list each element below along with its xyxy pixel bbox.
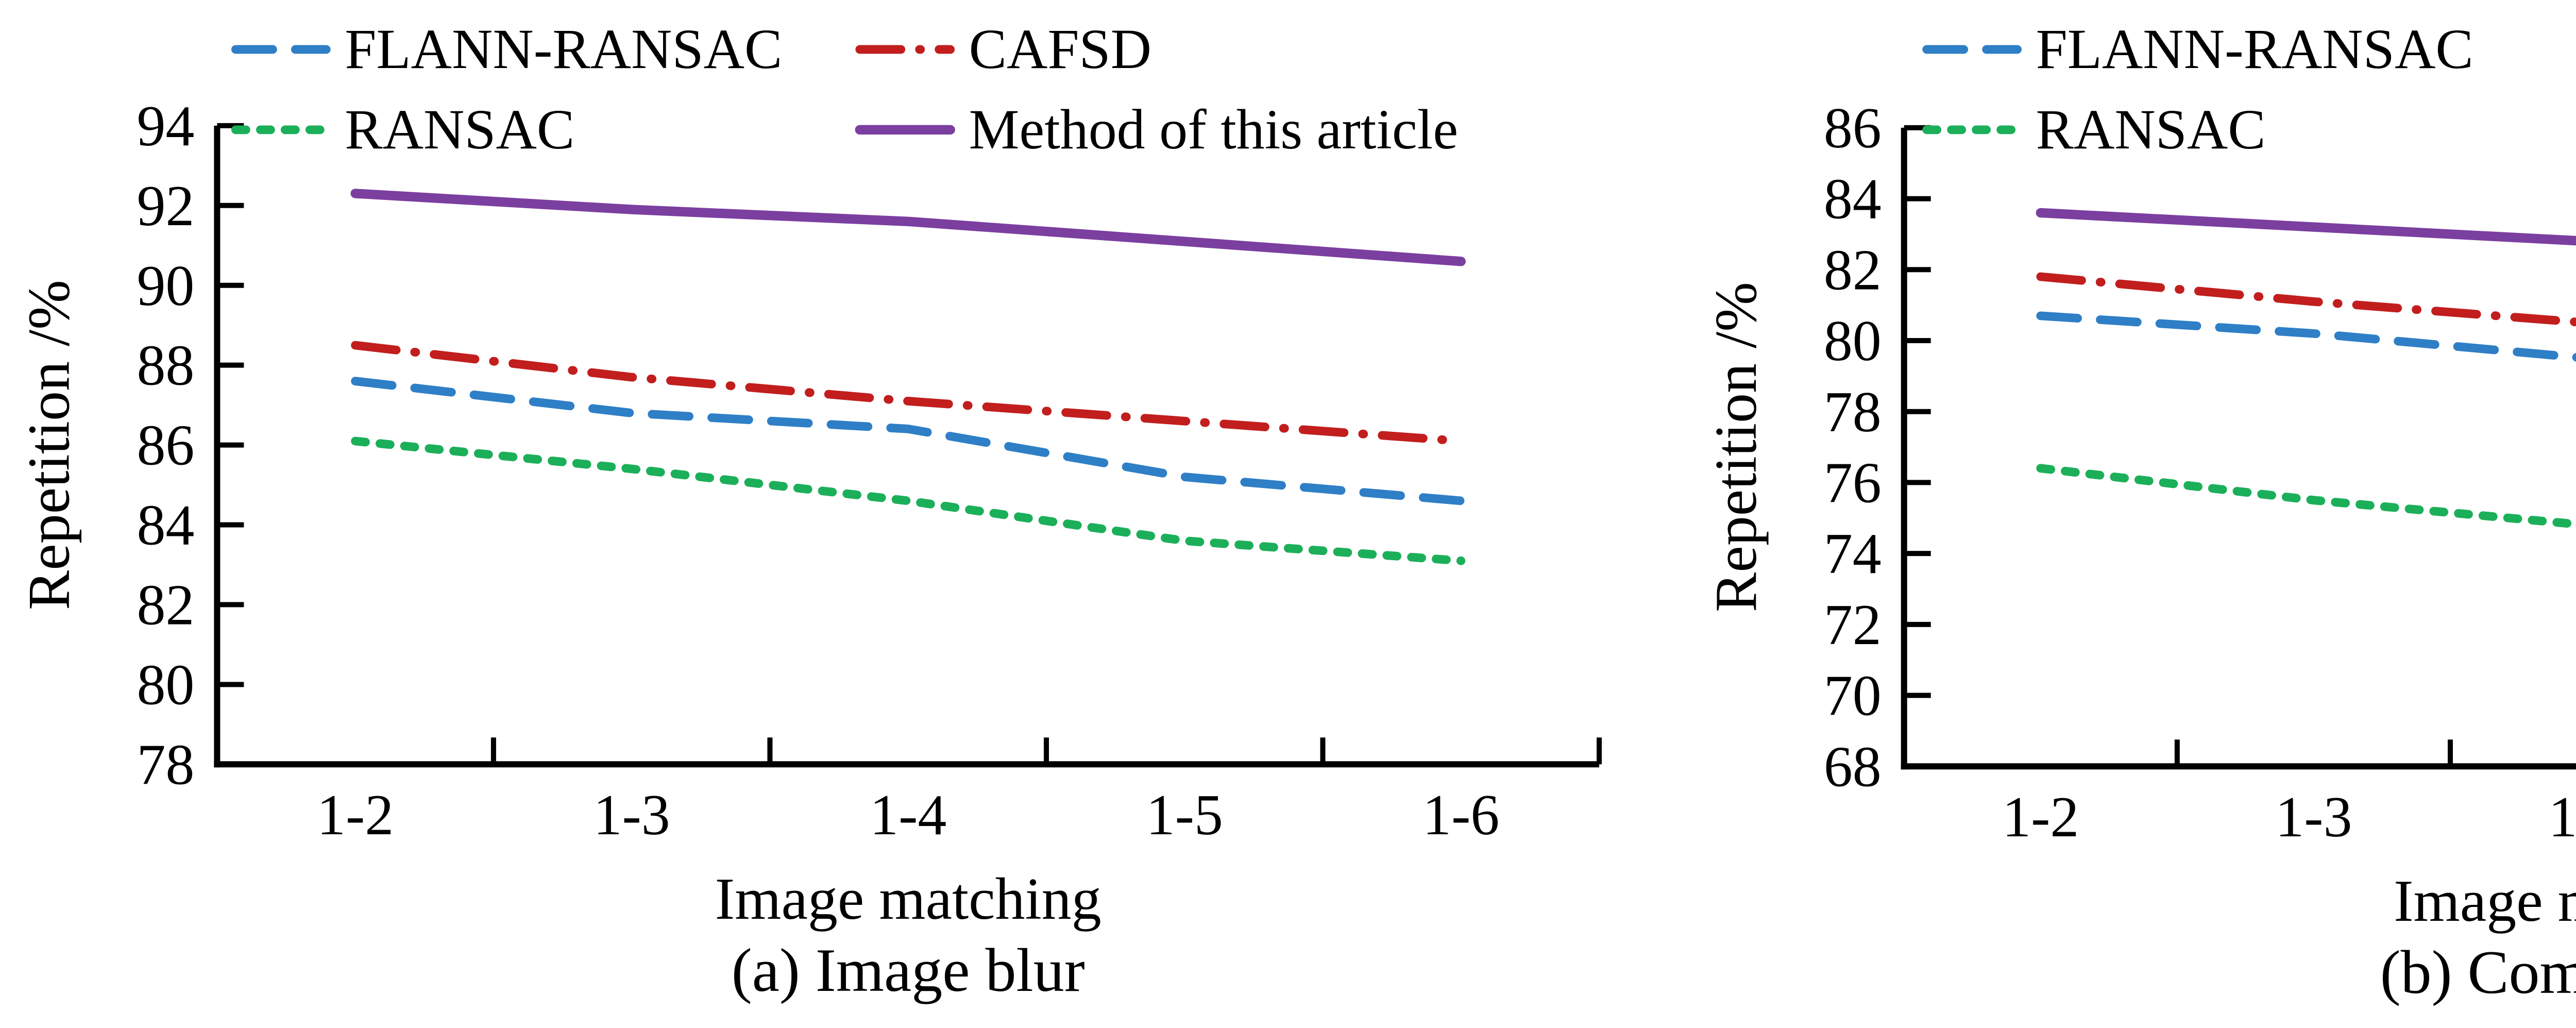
chart-b-x-label-1-4: 1-4 [2548, 785, 2576, 849]
chart-b-y-tick-label-68: 68 [1824, 735, 1882, 799]
chart-a-y-tick-label-82: 82 [137, 573, 194, 637]
chart-b-y-tick-label-82: 82 [1824, 238, 1882, 302]
chart-b-y-tick-label-70: 70 [1824, 664, 1882, 728]
chart-b-y-tick-label-86: 86 [1824, 96, 1882, 160]
chart-b-legend-label-flann-ransac: FLANN-RANSAC [2036, 18, 2473, 80]
chart-a-x-label-1-2: 1-2 [317, 783, 394, 847]
chart-a-legend-label-ransac: RANSAC [345, 98, 574, 161]
chart-a-y-tick-label-78: 78 [137, 733, 194, 797]
chart-a-x-label-1-3: 1-3 [594, 783, 670, 847]
chart-a-ylabel: Repetition /% [16, 280, 82, 610]
chart-a-series-cafsd [351, 341, 1466, 446]
chart-b-x-label-1-3: 1-3 [2275, 785, 2352, 849]
chart-b-series-flann-ransac [2036, 311, 2576, 362]
chart-b-legend-label-ransac: RANSAC [2036, 98, 2266, 161]
chart-a-x-label-1-5: 1-5 [1146, 783, 1223, 847]
chart-b-series-cafsd [2036, 272, 2576, 327]
chart-b-y-tick-label-80: 80 [1824, 309, 1882, 373]
chart-a-y-tick-label-92: 92 [137, 174, 194, 238]
chart-a-x-label-1-6: 1-6 [1422, 783, 1499, 847]
chart-b-y-tick-label-72: 72 [1824, 593, 1882, 657]
chart-b-y-tick-label-74: 74 [1824, 522, 1882, 586]
chart-a-series-ransac [351, 436, 1466, 565]
chart-b-ylabel: Repetition /% [1703, 282, 1769, 612]
chart-b-caption: (b) Compression [2380, 938, 2576, 1006]
chart-a-y-tick-label-86: 86 [137, 414, 194, 478]
chart-a-legend-label-cafsd: CAFSD [969, 18, 1151, 80]
chart-a-x-label-1-4: 1-4 [870, 783, 946, 847]
chart-b-xlabel: Image matching [2394, 868, 2576, 934]
chart-b-series-method-of-this-article [2036, 208, 2576, 246]
chart-a-y-tick-label-94: 94 [137, 94, 194, 158]
chart-a-y-tick-label-90: 90 [137, 254, 194, 318]
chart-a-y-tick-label-88: 88 [137, 334, 194, 398]
chart-b-y-tick-label-78: 78 [1824, 380, 1882, 444]
chart-a-series-flann-ransac [351, 377, 1466, 505]
chart-b-y-tick-label-76: 76 [1824, 451, 1882, 515]
chart-a-series-method-of-this-article [350, 189, 1466, 266]
chart-b-x-label-1-2: 1-2 [2002, 785, 2079, 849]
chart-a-xlabel: Image matching [715, 866, 1101, 932]
chart-a-y-tick-label-84: 84 [137, 494, 194, 558]
chart-b-series-ransac [2036, 464, 2576, 529]
chart-a-legend-label-method-of-this-article: Method of this article [969, 98, 1459, 161]
chart-b-y-tick-label-84: 84 [1824, 167, 1882, 231]
chart-a-legend-label-flann-ransac: FLANN-RANSAC [345, 18, 782, 80]
chart-a-caption: (a) Image blur [732, 936, 1085, 1004]
chart-a-y-tick-label-80: 80 [137, 653, 194, 717]
